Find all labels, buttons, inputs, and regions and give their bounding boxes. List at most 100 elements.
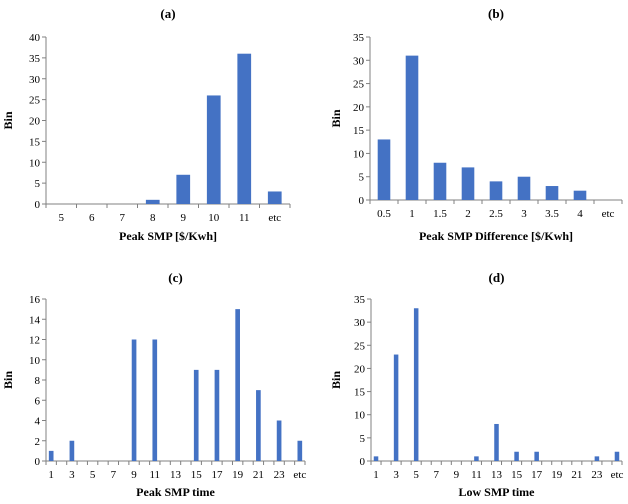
x-tick-label: 9 [181, 212, 187, 224]
y-tick-label: 10 [29, 157, 41, 169]
x-tick-label: etc [268, 212, 281, 224]
x-tick-label: 2.5 [489, 208, 503, 220]
y-tick-label: 0 [360, 456, 366, 468]
bar [514, 451, 519, 461]
y-tick-label: 25 [354, 340, 366, 352]
chart-title-b: (b) [488, 6, 504, 21]
bar [176, 174, 191, 204]
x-tick-label: 17 [531, 469, 543, 481]
y-tick-label: 15 [354, 387, 366, 399]
y-tick-label: 35 [353, 32, 365, 44]
y-tick-label: 20 [354, 363, 366, 375]
x-axis-label: Peak SMP Difference [$/Kwh] [419, 229, 573, 243]
bar [214, 369, 220, 461]
x-tick-label: 3 [521, 208, 527, 220]
y-tick-label: 25 [29, 95, 41, 107]
x-tick-label: 1 [409, 208, 415, 220]
x-tick-label: 5 [413, 469, 419, 481]
bar [131, 339, 137, 461]
y-tick-label: 10 [353, 148, 365, 160]
bar [193, 369, 199, 461]
x-tick-label: 2 [465, 208, 471, 220]
bar [297, 440, 303, 461]
x-tick-label: 0.5 [377, 208, 391, 220]
x-axis-label: Peak SMP time [136, 485, 215, 499]
x-tick-label: 10 [208, 212, 220, 224]
x-tick-label: 1.5 [433, 208, 447, 220]
x-tick-label: 15 [191, 469, 203, 481]
bar [489, 181, 503, 200]
chart-title-d: (d) [489, 270, 505, 285]
x-tick-label: 5 [59, 212, 65, 224]
x-tick-label: 15 [511, 469, 523, 481]
x-tick-label: 9 [131, 469, 137, 481]
bar [461, 167, 475, 200]
y-tick-label: 35 [29, 53, 41, 65]
chart-panel-b: (b) 0 5 10 15 20 25 30 35 0.5 1 1.5 2 2.5 3 3.5 4 etc Peak… [329, 6, 623, 243]
bar [237, 53, 252, 205]
bar [474, 456, 479, 461]
x-tick-label: 17 [211, 469, 223, 481]
bar [256, 390, 261, 461]
x-tick-label: 21 [253, 469, 264, 481]
x-tick-label: 7 [434, 469, 440, 481]
y-tick-label: 10 [29, 355, 41, 367]
y-tick-label: 0 [35, 456, 41, 468]
x-tick-label: 4 [577, 208, 583, 220]
bar [267, 191, 282, 204]
bar [594, 456, 600, 461]
x-tick-label: 21 [571, 469, 582, 481]
bar [517, 176, 531, 200]
bar [235, 309, 240, 461]
y-tick-label: 40 [29, 32, 41, 44]
y-axis-label: Bin [329, 371, 343, 389]
y-tick-label: 35 [354, 294, 366, 306]
y-tick-label: 20 [353, 102, 365, 114]
x-tick-label: 13 [170, 469, 182, 481]
x-tick-label: 11 [149, 469, 160, 481]
bar [276, 420, 282, 461]
y-tick-label: 14 [29, 314, 41, 326]
x-tick-label: etc [611, 469, 624, 481]
bar [534, 451, 539, 461]
bar [545, 186, 559, 200]
y-tick-label: 30 [353, 55, 365, 67]
bar [393, 354, 399, 461]
bar [494, 423, 499, 461]
bar [48, 450, 54, 461]
y-tick-label: 5 [359, 172, 365, 184]
x-tick-label: 3.5 [545, 208, 559, 220]
y-tick-label: 5 [35, 178, 41, 190]
x-axis-label: Low SMP time [459, 485, 536, 499]
bar [152, 339, 158, 461]
x-tick-label: etc [602, 208, 615, 220]
x-tick-label: 7 [111, 469, 117, 481]
x-tick-label: 3 [393, 469, 399, 481]
y-tick-label: 30 [29, 74, 41, 86]
bar [69, 440, 75, 461]
bar [373, 456, 379, 461]
y-tick-label: 4 [35, 416, 41, 428]
x-tick-label: 8 [150, 212, 156, 224]
x-tick-label: etc [293, 469, 306, 481]
y-tick-label: 10 [354, 410, 366, 422]
x-tick-label: 11 [471, 469, 482, 481]
bar [573, 190, 587, 200]
x-tick-label: 7 [120, 212, 126, 224]
bar [405, 55, 419, 200]
bar [206, 95, 221, 204]
x-axis-label: Peak SMP [$/Kwh] [119, 229, 217, 243]
x-tick-label: 1 [373, 469, 379, 481]
bar [433, 162, 447, 200]
chart-title-a: (a) [160, 6, 175, 21]
x-tick-label: 19 [551, 469, 563, 481]
y-axis-label: Bin [1, 371, 15, 389]
y-tick-label: 16 [29, 294, 41, 306]
bar [145, 199, 160, 204]
chart-title-c: (c) [168, 270, 182, 285]
y-axis-label: Bin [329, 109, 343, 127]
y-tick-label: 5 [360, 433, 366, 445]
y-tick-label: 25 [353, 79, 365, 91]
